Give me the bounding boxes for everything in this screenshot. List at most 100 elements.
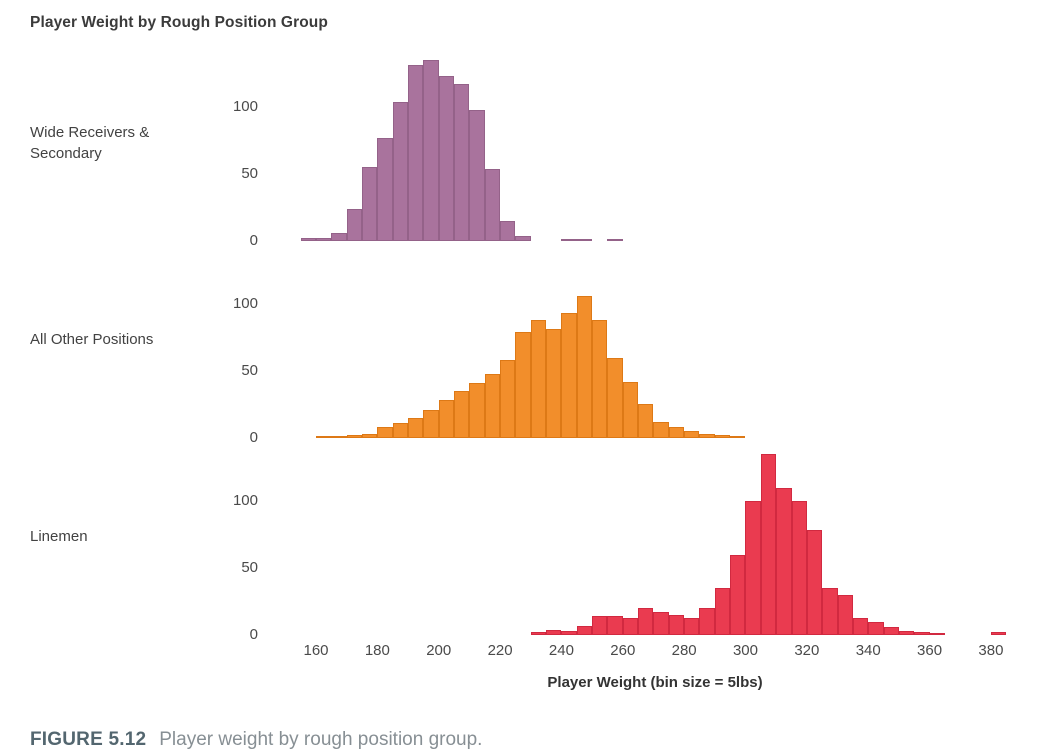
y-tick-label: 100 [232, 295, 258, 312]
plot-area-linemen [270, 438, 1040, 635]
histogram-bar [868, 622, 884, 635]
panel-wide-receivers-secondary: Wide Receivers & Secondary 0 50 100 [30, 44, 1040, 249]
histogram-bar [638, 404, 653, 438]
histogram-bar [393, 423, 408, 438]
histogram-bar [853, 618, 868, 635]
histogram-panels: Wide Receivers & Secondary 0 50 100 All Ot… [30, 44, 1040, 643]
y-tick-label: 0 [249, 429, 258, 446]
y-tick-label: 100 [232, 492, 258, 509]
histogram-bar [531, 320, 546, 438]
x-tick-label: 200 [426, 642, 452, 659]
histogram-bar [531, 632, 546, 635]
histogram-bar [485, 169, 500, 241]
histogram-bar [347, 435, 362, 438]
x-tick-label: 240 [548, 642, 574, 659]
y-axis: 0 50 100 [200, 438, 270, 643]
chart-title: Player Weight by Rough Position Group [30, 14, 328, 31]
histogram-bar [592, 320, 607, 438]
histogram-bar [684, 431, 699, 438]
histogram-bar [331, 436, 347, 438]
figure-caption: FIGURE 5.12 Player weight by rough positi… [30, 729, 1040, 751]
histogram-bar [454, 84, 469, 241]
histogram-bar [469, 383, 485, 438]
histogram-bar [362, 167, 377, 241]
histogram-bar [347, 209, 362, 241]
histogram-bar [561, 239, 577, 241]
y-tick-label: 100 [232, 98, 258, 115]
histogram-bar [377, 138, 393, 241]
histogram-bar [500, 221, 515, 241]
histogram-bar [592, 616, 607, 635]
histogram-bar [577, 239, 592, 241]
histogram-bar [469, 110, 485, 241]
row-label-all-other-positions: All Other Positions [30, 331, 154, 348]
histogram-bar [362, 434, 377, 438]
histogram-bar [485, 374, 500, 438]
histogram-bar [607, 616, 623, 635]
histogram-bar [669, 615, 684, 635]
x-axis-title: Player Weight (bin size = 5lbs) [547, 674, 763, 691]
histogram-bar [623, 618, 638, 635]
histogram-bar [884, 627, 899, 635]
row-label-linemen: Linemen [30, 528, 88, 545]
histogram-bar [515, 332, 531, 438]
y-axis: 0 50 100 [200, 241, 270, 446]
histogram-bar [730, 436, 745, 438]
histogram-bar [408, 418, 423, 438]
histogram-bar [991, 632, 1006, 635]
histogram-bar [807, 530, 822, 635]
histogram-bar [607, 239, 623, 241]
panel-linemen: Linemen 0 50 100 [30, 438, 1040, 643]
x-tick-label: 180 [364, 642, 390, 659]
histogram-bar [699, 434, 715, 438]
histogram-bar [822, 588, 838, 635]
histogram-bar [331, 233, 347, 241]
histogram-bar [439, 76, 454, 241]
y-tick-label: 0 [249, 232, 258, 249]
histogram-bar [930, 633, 945, 635]
x-tick-label: 360 [917, 642, 943, 659]
y-tick-label: 0 [249, 626, 258, 643]
histogram-bar [546, 630, 561, 635]
x-tick-label: 320 [794, 642, 820, 659]
histogram-bar [792, 501, 807, 635]
histogram-bar [393, 102, 408, 241]
x-tick-label: 380 [978, 642, 1004, 659]
histogram-bar [301, 238, 316, 241]
histogram-bar [730, 555, 745, 635]
plot-area-wide-receivers-secondary [270, 44, 1040, 241]
histogram-bar [561, 313, 577, 438]
histogram-bar [316, 436, 331, 438]
histogram-bar [715, 588, 730, 635]
histogram-bar [899, 631, 914, 635]
y-axis: 0 50 100 [200, 44, 270, 249]
histogram-bar [377, 427, 393, 438]
histogram-bar [607, 358, 623, 438]
x-tick-label: 340 [855, 642, 881, 659]
histogram-bar [546, 329, 561, 438]
histogram-bar [515, 236, 531, 241]
x-tick-label: 160 [303, 642, 329, 659]
histogram-bar [653, 422, 669, 438]
histogram-bar [699, 608, 715, 635]
x-axis: 160 180 200 220 240 260 280 300 320 340 360 380 [270, 642, 1040, 664]
histogram-bar [914, 632, 930, 635]
plot-area-all-other-positions [270, 241, 1040, 438]
histogram-bar [577, 296, 592, 438]
histogram-bar [439, 400, 454, 438]
y-tick-label: 50 [241, 362, 258, 379]
x-tick-label: 220 [487, 642, 513, 659]
histogram-bar [577, 626, 592, 635]
histogram-bar [423, 60, 439, 241]
histogram-bar [669, 427, 684, 438]
histogram-bar [454, 391, 469, 438]
histogram-bar [761, 454, 776, 635]
histogram-bar [316, 238, 331, 241]
histogram-bar [653, 612, 669, 635]
histogram-bar [776, 488, 792, 635]
histogram-bar [561, 631, 577, 635]
histogram-bar [638, 608, 653, 635]
x-tick-label: 280 [671, 642, 697, 659]
x-tick-label: 300 [732, 642, 758, 659]
